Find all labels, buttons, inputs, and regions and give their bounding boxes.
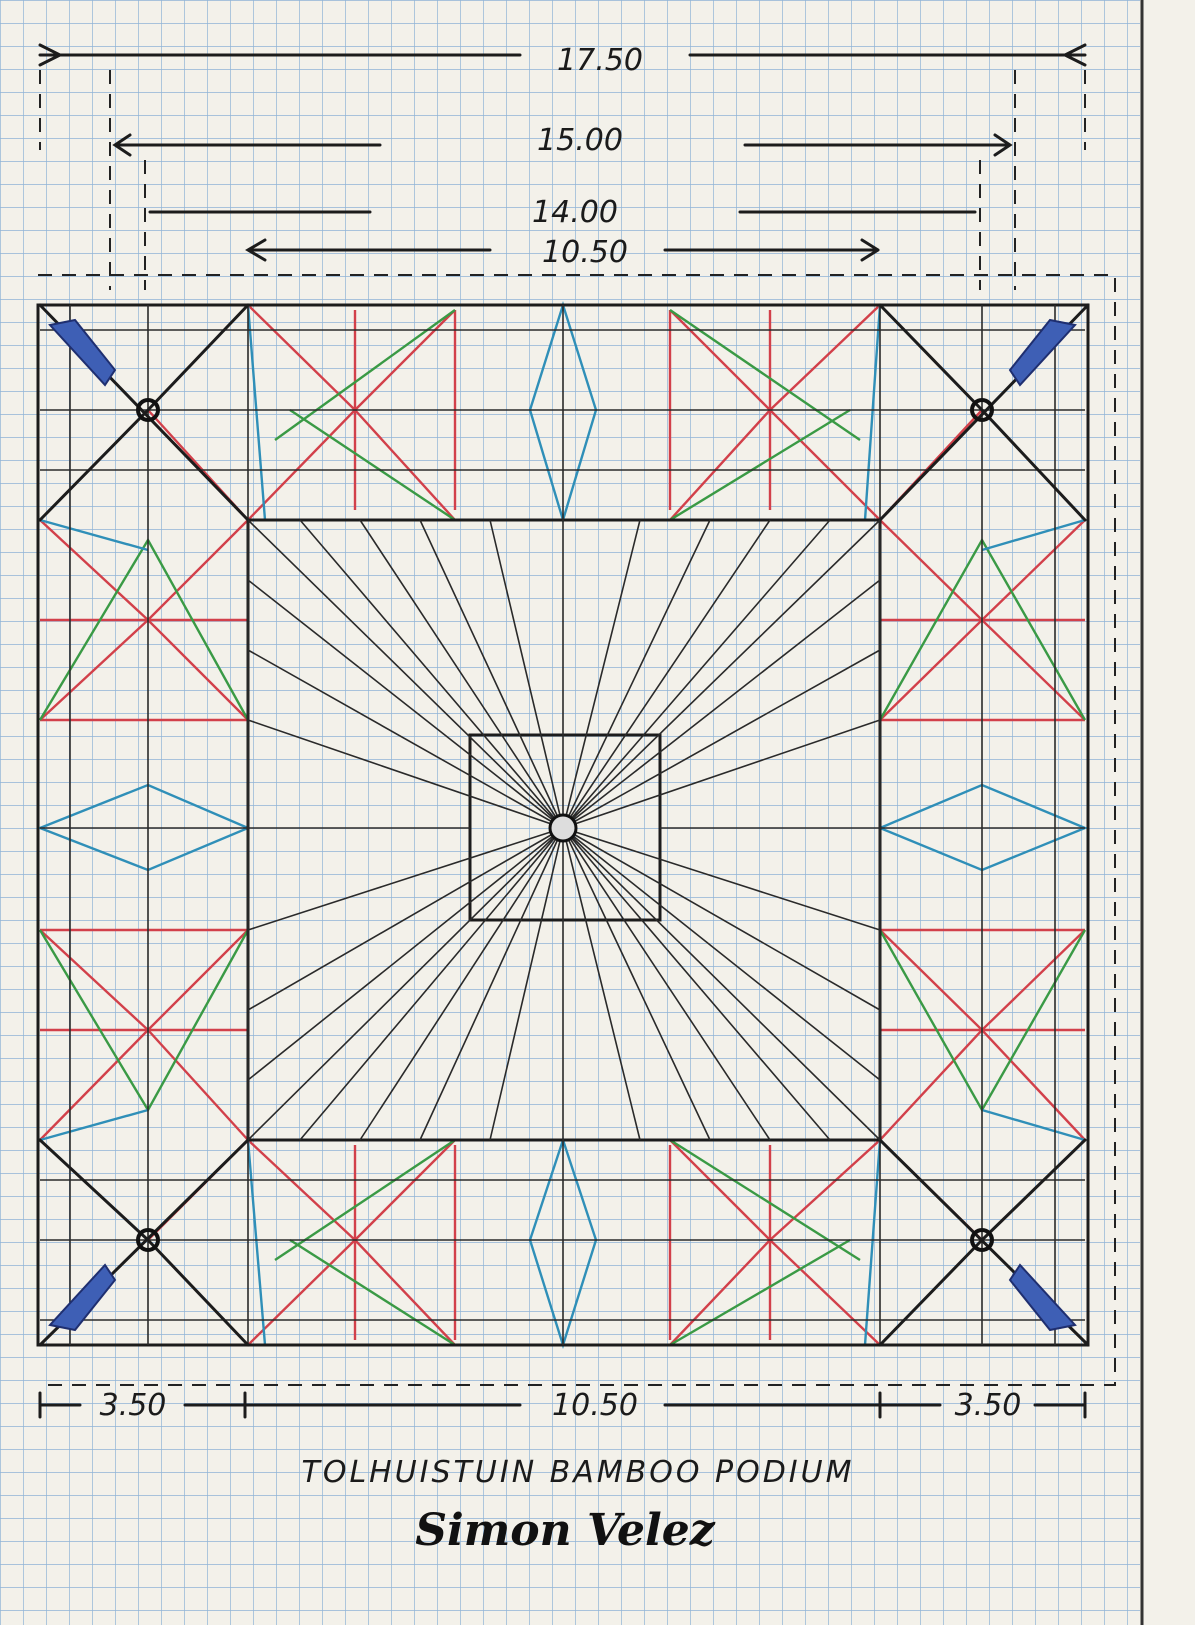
dimension-lines: [38, 43, 1116, 1419]
drawing-title: TOLHUISTUIN BAMBOO PODIUM: [302, 1455, 855, 1490]
dimension-label: 10.50: [542, 235, 628, 270]
dimension-label: 10.50: [552, 1388, 638, 1423]
structure: [36, 303, 1090, 1347]
dimension-label: 17.50: [557, 43, 643, 78]
dimension-label: 15.00: [537, 123, 623, 158]
dimension-label: 3.50: [955, 1388, 1022, 1423]
signature: Simon Velez: [415, 1505, 716, 1556]
dimension-label: 14.00: [532, 195, 618, 230]
dimension-label: 3.50: [100, 1388, 167, 1423]
